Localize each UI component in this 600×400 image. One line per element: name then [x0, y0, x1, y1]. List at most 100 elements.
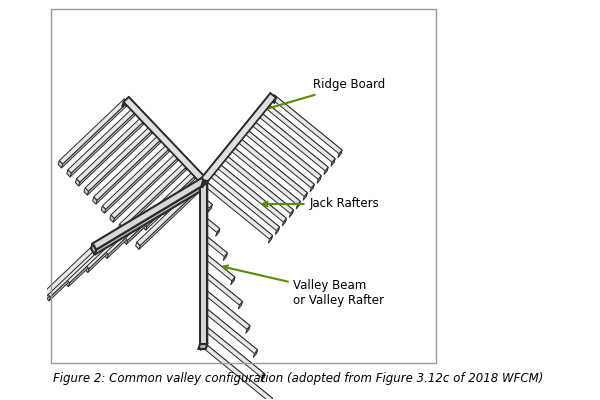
- Polygon shape: [103, 239, 108, 246]
- Polygon shape: [103, 144, 170, 209]
- Polygon shape: [61, 102, 127, 168]
- Polygon shape: [68, 235, 120, 287]
- Polygon shape: [203, 289, 250, 330]
- Polygon shape: [176, 195, 181, 202]
- Polygon shape: [84, 188, 88, 195]
- Polygon shape: [200, 180, 205, 188]
- Polygon shape: [208, 204, 212, 212]
- Polygon shape: [200, 289, 205, 296]
- Polygon shape: [230, 146, 301, 205]
- Polygon shape: [200, 253, 205, 260]
- Polygon shape: [236, 138, 307, 196]
- Text: Valley Beam
or Valley Rafter: Valley Beam or Valley Rafter: [223, 266, 385, 307]
- Polygon shape: [203, 216, 220, 233]
- Polygon shape: [253, 350, 257, 358]
- Polygon shape: [165, 198, 181, 216]
- Polygon shape: [310, 184, 314, 192]
- Polygon shape: [268, 236, 272, 243]
- Polygon shape: [70, 112, 136, 177]
- Polygon shape: [30, 249, 95, 315]
- Polygon shape: [123, 99, 127, 106]
- Polygon shape: [166, 144, 170, 152]
- Polygon shape: [208, 172, 212, 180]
- Polygon shape: [163, 195, 181, 212]
- Polygon shape: [203, 253, 235, 281]
- Polygon shape: [203, 180, 272, 240]
- Polygon shape: [224, 155, 293, 214]
- Polygon shape: [331, 158, 335, 166]
- Polygon shape: [214, 163, 218, 171]
- Polygon shape: [266, 104, 335, 162]
- Polygon shape: [66, 231, 120, 283]
- Polygon shape: [209, 172, 280, 230]
- Polygon shape: [46, 294, 50, 301]
- Polygon shape: [200, 178, 205, 189]
- Polygon shape: [94, 135, 162, 200]
- Polygon shape: [143, 202, 169, 226]
- Polygon shape: [244, 129, 314, 188]
- Polygon shape: [136, 242, 140, 250]
- Polygon shape: [202, 216, 220, 232]
- Polygon shape: [92, 197, 97, 204]
- Polygon shape: [137, 180, 205, 246]
- Polygon shape: [223, 253, 227, 261]
- Polygon shape: [77, 117, 145, 182]
- Polygon shape: [131, 108, 136, 116]
- Polygon shape: [65, 279, 70, 287]
- Polygon shape: [232, 146, 301, 205]
- Polygon shape: [91, 246, 95, 253]
- Polygon shape: [184, 191, 193, 202]
- Polygon shape: [110, 215, 115, 222]
- Polygon shape: [107, 220, 144, 258]
- Polygon shape: [140, 117, 145, 124]
- Polygon shape: [263, 104, 268, 111]
- Polygon shape: [92, 178, 205, 250]
- Polygon shape: [105, 217, 144, 254]
- Polygon shape: [245, 129, 314, 188]
- Polygon shape: [140, 217, 144, 224]
- Polygon shape: [203, 198, 212, 208]
- Polygon shape: [261, 374, 265, 382]
- Polygon shape: [273, 95, 342, 154]
- Polygon shape: [203, 271, 242, 305]
- Polygon shape: [203, 307, 257, 354]
- Polygon shape: [230, 277, 235, 285]
- Polygon shape: [28, 246, 95, 311]
- Polygon shape: [127, 97, 206, 184]
- Polygon shape: [200, 234, 205, 242]
- Polygon shape: [119, 162, 188, 227]
- Polygon shape: [122, 97, 129, 107]
- Polygon shape: [95, 184, 205, 255]
- Polygon shape: [162, 209, 166, 216]
- Polygon shape: [91, 244, 96, 255]
- Polygon shape: [200, 181, 207, 344]
- Polygon shape: [200, 307, 205, 315]
- Polygon shape: [47, 239, 108, 297]
- Polygon shape: [324, 167, 328, 175]
- Polygon shape: [146, 206, 169, 230]
- Polygon shape: [221, 155, 226, 162]
- Polygon shape: [275, 227, 280, 234]
- Polygon shape: [149, 126, 153, 134]
- Polygon shape: [79, 120, 145, 186]
- Polygon shape: [215, 163, 286, 222]
- Polygon shape: [124, 210, 157, 240]
- Polygon shape: [200, 180, 205, 188]
- Polygon shape: [199, 93, 271, 184]
- Polygon shape: [183, 162, 188, 170]
- Polygon shape: [164, 202, 169, 210]
- Polygon shape: [223, 155, 293, 214]
- Polygon shape: [142, 223, 147, 230]
- Polygon shape: [139, 184, 205, 250]
- Polygon shape: [252, 120, 321, 180]
- Polygon shape: [200, 216, 205, 224]
- Polygon shape: [200, 271, 205, 278]
- Polygon shape: [211, 172, 280, 231]
- Polygon shape: [85, 126, 153, 191]
- Polygon shape: [175, 153, 179, 161]
- Polygon shape: [271, 95, 342, 154]
- Polygon shape: [182, 188, 193, 198]
- Polygon shape: [188, 188, 193, 195]
- Polygon shape: [124, 97, 206, 183]
- Polygon shape: [202, 234, 227, 257]
